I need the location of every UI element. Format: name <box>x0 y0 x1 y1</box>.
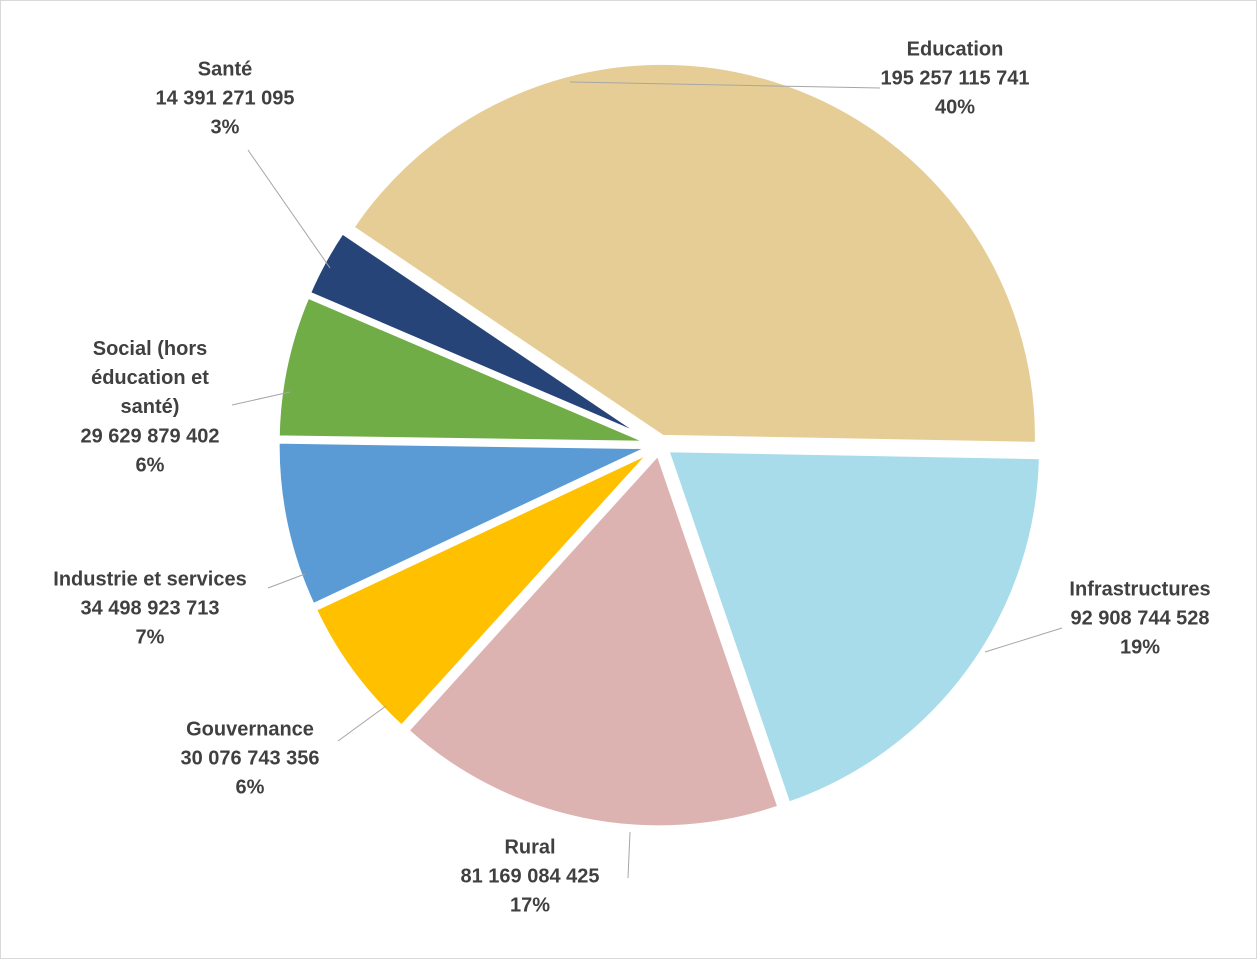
value-label: 30 076 743 356 <box>180 747 319 769</box>
percent-label: 17% <box>510 894 550 916</box>
percent-label: 6% <box>136 454 165 476</box>
pie-slice <box>304 228 655 444</box>
leader-line <box>267 573 306 589</box>
value-label: 14 391 271 095 <box>155 87 294 109</box>
pie-slice <box>348 59 1040 447</box>
category-label: Santé <box>198 58 252 80</box>
value-label: 34 498 923 713 <box>80 597 219 619</box>
category-label: Infrastructures <box>1069 578 1210 600</box>
pie-slice <box>310 447 656 732</box>
leader-line <box>231 391 291 406</box>
percent-label: 19% <box>1120 636 1160 658</box>
pie-slice <box>274 438 654 610</box>
category-label: Rural <box>504 836 555 858</box>
value-label: 29 629 879 402 <box>80 425 219 447</box>
category-label: Gouvernance <box>186 718 314 740</box>
category-label: Social (hors éducation et santé) <box>91 338 209 418</box>
pie-slice <box>402 448 784 831</box>
value-label: 81 169 084 425 <box>460 865 599 887</box>
leader-line <box>337 705 387 742</box>
pie-slice <box>274 292 654 446</box>
percent-label: 3% <box>211 116 240 138</box>
leader-line <box>247 149 331 269</box>
percent-label: 7% <box>136 626 165 648</box>
leader-line <box>984 627 1063 653</box>
leader-line <box>569 81 881 89</box>
category-label: Industrie et services <box>53 568 246 590</box>
percent-label: 6% <box>236 776 265 798</box>
pie-slice <box>662 447 1044 808</box>
leader-line <box>627 831 631 879</box>
value-label: 92 908 744 528 <box>1070 607 1209 629</box>
category-label: Education <box>907 38 1004 60</box>
percent-label: 40% <box>935 96 975 118</box>
value-label: 195 257 115 741 <box>880 67 1029 89</box>
